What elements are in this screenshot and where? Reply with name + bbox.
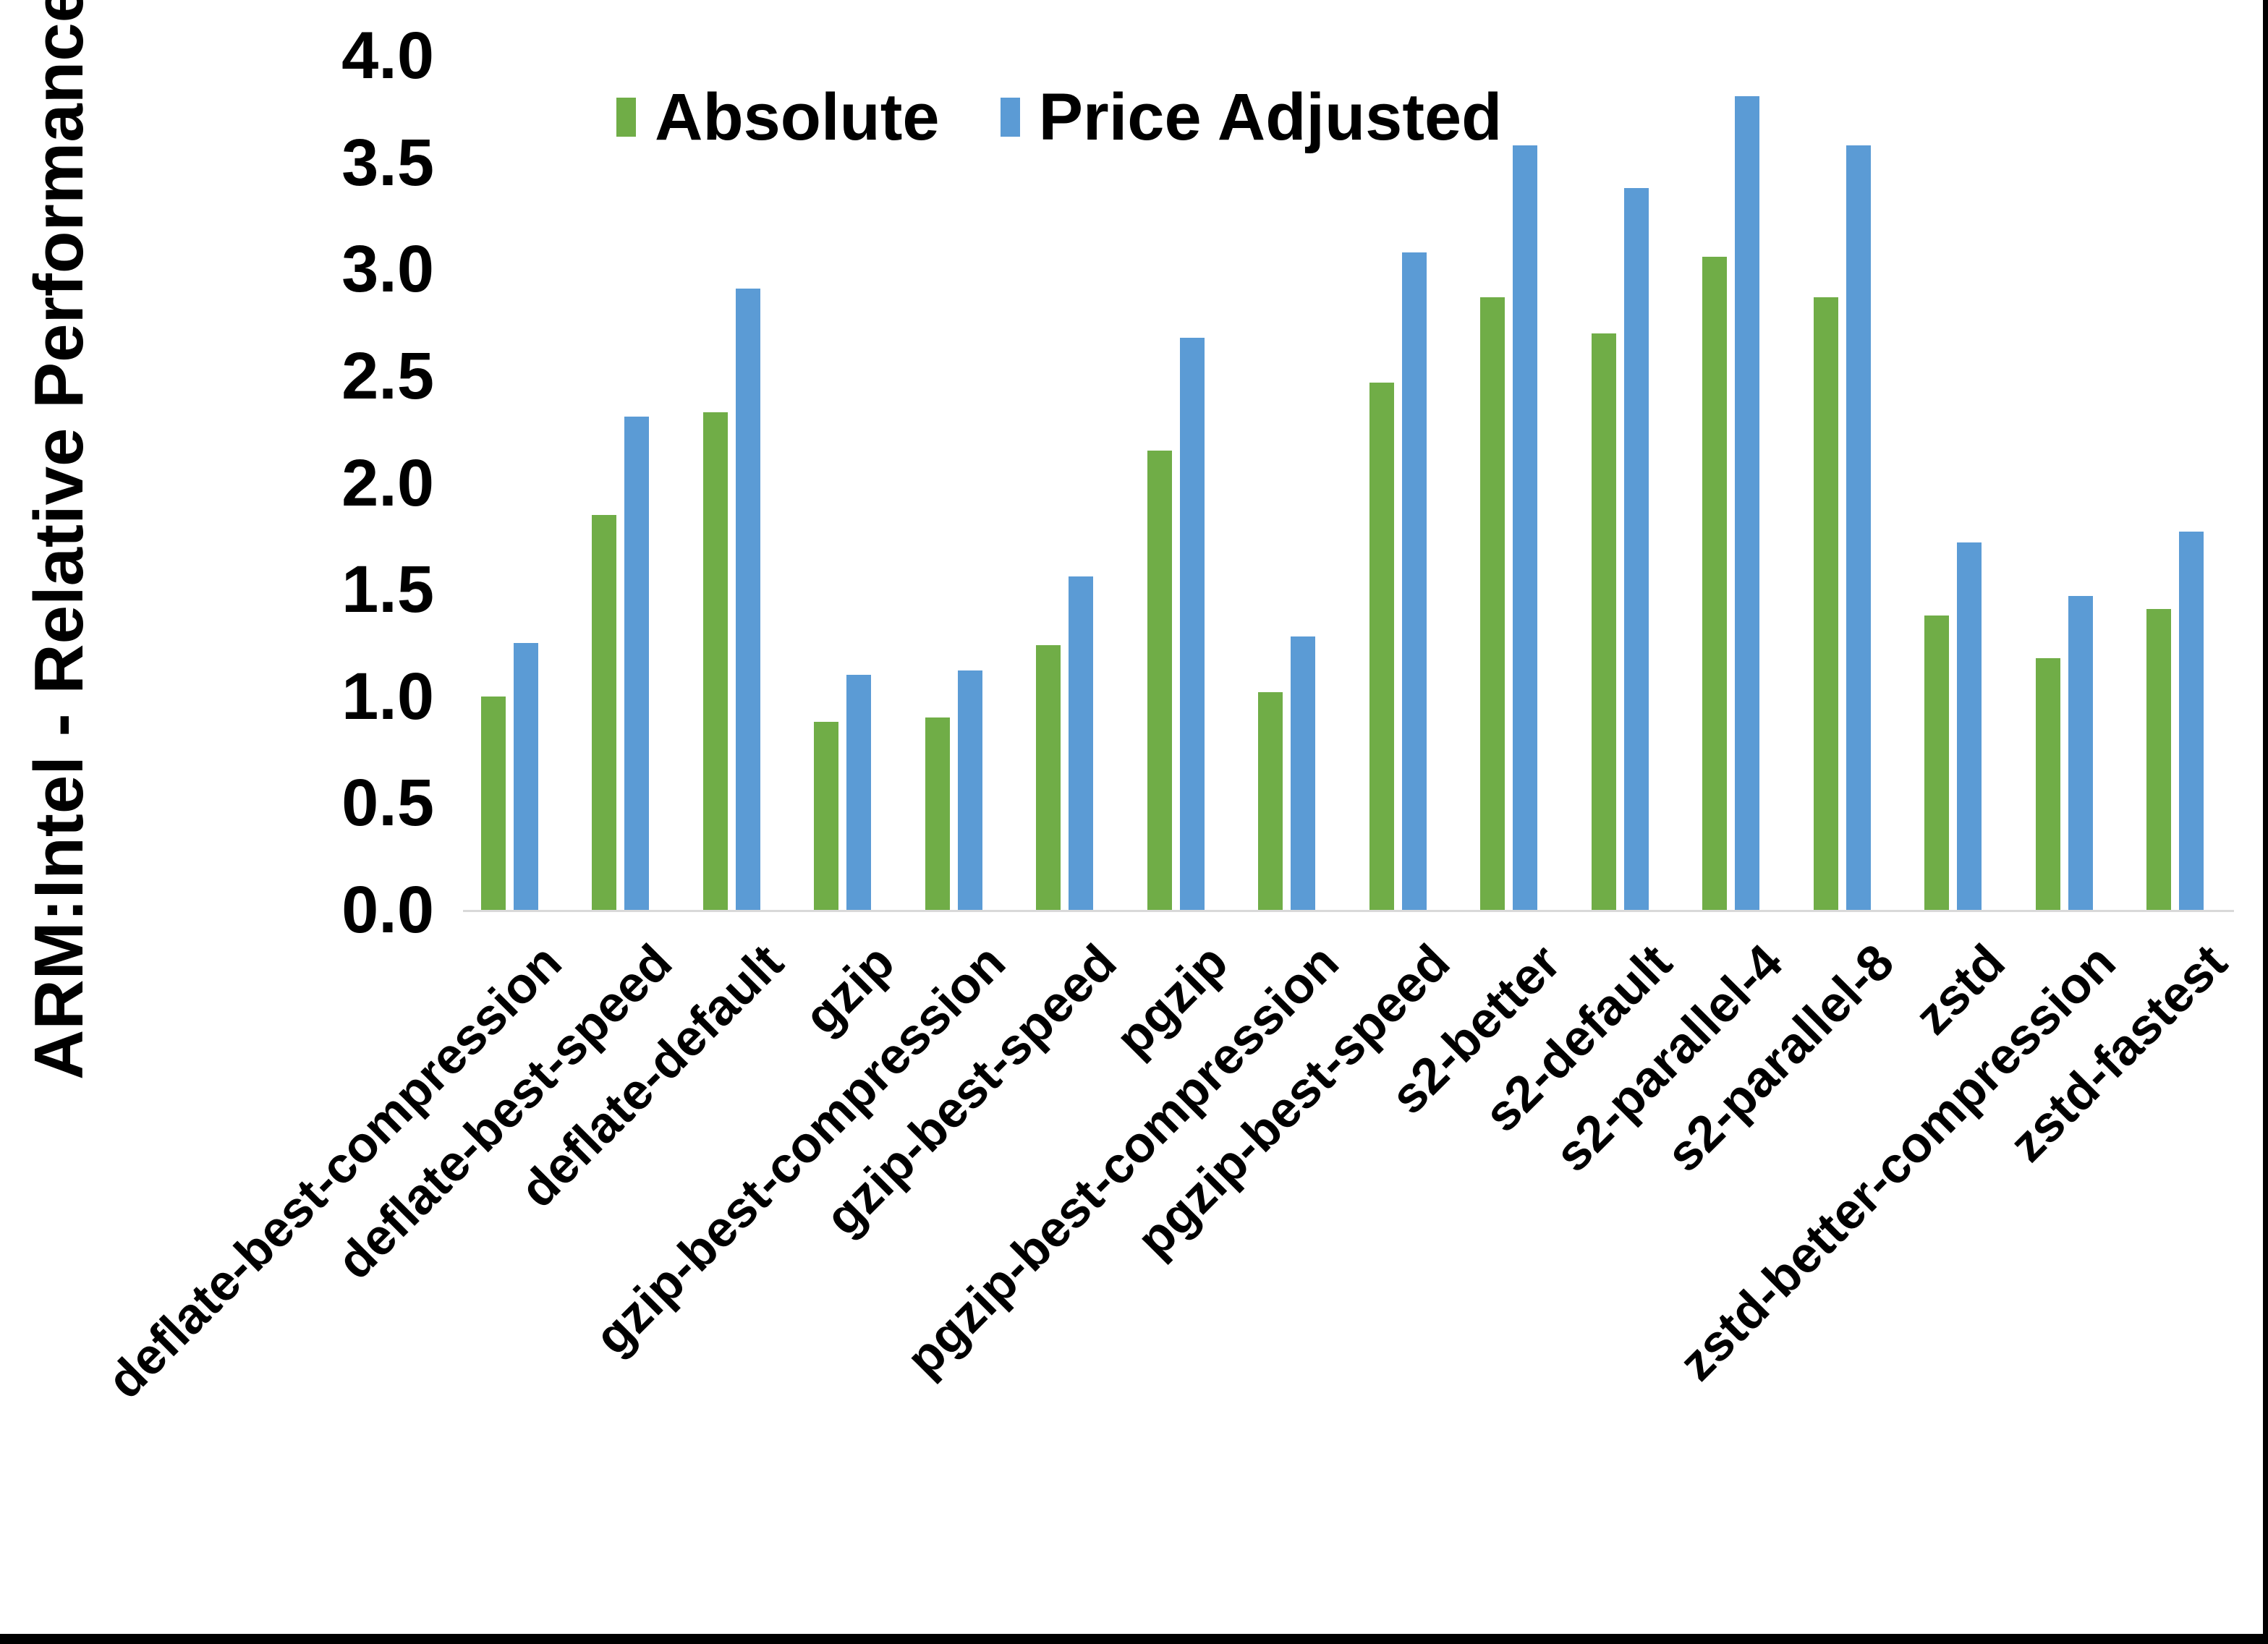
bar-price-adjusted-gzip xyxy=(846,675,872,910)
legend-label-price-adjusted: Price Adjusted xyxy=(1038,80,1503,154)
y-tick-label: 0.5 xyxy=(341,766,434,840)
y-tick-label: 3.0 xyxy=(341,232,434,307)
bar-price-adjusted-gzip-best-compression xyxy=(957,670,982,910)
legend-item-absolute: Absolute xyxy=(616,81,940,153)
bar-absolute-pgzip xyxy=(1147,451,1172,910)
y-tick-label: 1.0 xyxy=(341,659,434,733)
bar-price-adjusted-zstd-fastest xyxy=(2179,532,2204,910)
bar-price-adjusted-s2-default xyxy=(1623,188,1649,910)
bar-absolute-gzip-best-speed xyxy=(1036,644,1061,910)
bar-price-adjusted-zstd xyxy=(1957,542,1982,910)
bar-absolute-deflate-best-compression xyxy=(481,696,506,910)
bar-absolute-zstd-fastest xyxy=(2146,608,2171,910)
y-tick-label: 3.5 xyxy=(341,125,434,200)
legend-item-price-adjusted: Price Adjusted xyxy=(1000,80,1503,154)
bar-absolute-pgzip-best-compression xyxy=(1258,691,1283,910)
y-axis-ticks: 0.0 0.5 1.0 1.5 2.0 2.5 3.0 3.5 4.0 xyxy=(0,22,434,943)
bar-absolute-gzip xyxy=(814,722,839,910)
bar-absolute-pgzip-best-speed xyxy=(1369,382,1394,910)
bottom-border xyxy=(0,1634,2268,1644)
bar-price-adjusted-pgzip xyxy=(1179,337,1205,910)
bar-price-adjusted-deflate-best-speed xyxy=(624,416,650,910)
bar-price-adjusted-deflate-best-compression xyxy=(514,642,538,910)
y-tick-label: 1.5 xyxy=(341,553,434,627)
y-tick-label: 4.0 xyxy=(341,19,434,93)
plot-area xyxy=(463,56,2234,912)
bar-price-adjusted-deflate-default xyxy=(735,288,760,910)
legend: Absolute Price Adjusted xyxy=(616,81,1502,153)
legend-swatch-absolute-icon xyxy=(616,98,636,137)
bar-absolute-zstd xyxy=(1924,615,1950,910)
bar-absolute-zstd-better-compression xyxy=(2035,657,2060,910)
bar-absolute-s2-better xyxy=(1480,297,1505,910)
x-axis-labels: deflate-best-compression deflate-best-spe… xyxy=(96,929,2238,1529)
y-tick-label: 0.0 xyxy=(341,873,434,947)
x-category-label-deflate-best-compression: deflate-best-compression xyxy=(95,933,572,1410)
y-tick-label: 2.5 xyxy=(341,338,434,413)
bar-absolute-deflate-best-speed xyxy=(592,514,617,910)
bar-price-adjusted-s2-parallel-8 xyxy=(1846,145,1871,910)
bar-price-adjusted-pgzip-best-speed xyxy=(1401,252,1427,910)
bar-absolute-s2-parallel-8 xyxy=(1813,297,1838,910)
bar-price-adjusted-zstd-better-compression xyxy=(2068,595,2093,910)
y-tick-label: 2.0 xyxy=(341,446,434,520)
bar-price-adjusted-s2-parallel-4 xyxy=(1735,96,1760,910)
bar-price-adjusted-pgzip-best-compression xyxy=(1291,636,1316,910)
bar-absolute-s2-default xyxy=(1591,333,1616,910)
bar-absolute-gzip-best-compression xyxy=(925,717,950,910)
bar-price-adjusted-gzip-best-speed xyxy=(1069,576,1094,910)
legend-swatch-price-adjusted-icon xyxy=(1000,98,1020,137)
bar-absolute-deflate-default xyxy=(702,412,728,910)
bar-price-adjusted-s2-better xyxy=(1513,145,1538,910)
bar-absolute-s2-parallel-4 xyxy=(1702,256,1728,910)
right-border xyxy=(2263,0,2268,1644)
legend-label-absolute: Absolute xyxy=(655,80,940,154)
